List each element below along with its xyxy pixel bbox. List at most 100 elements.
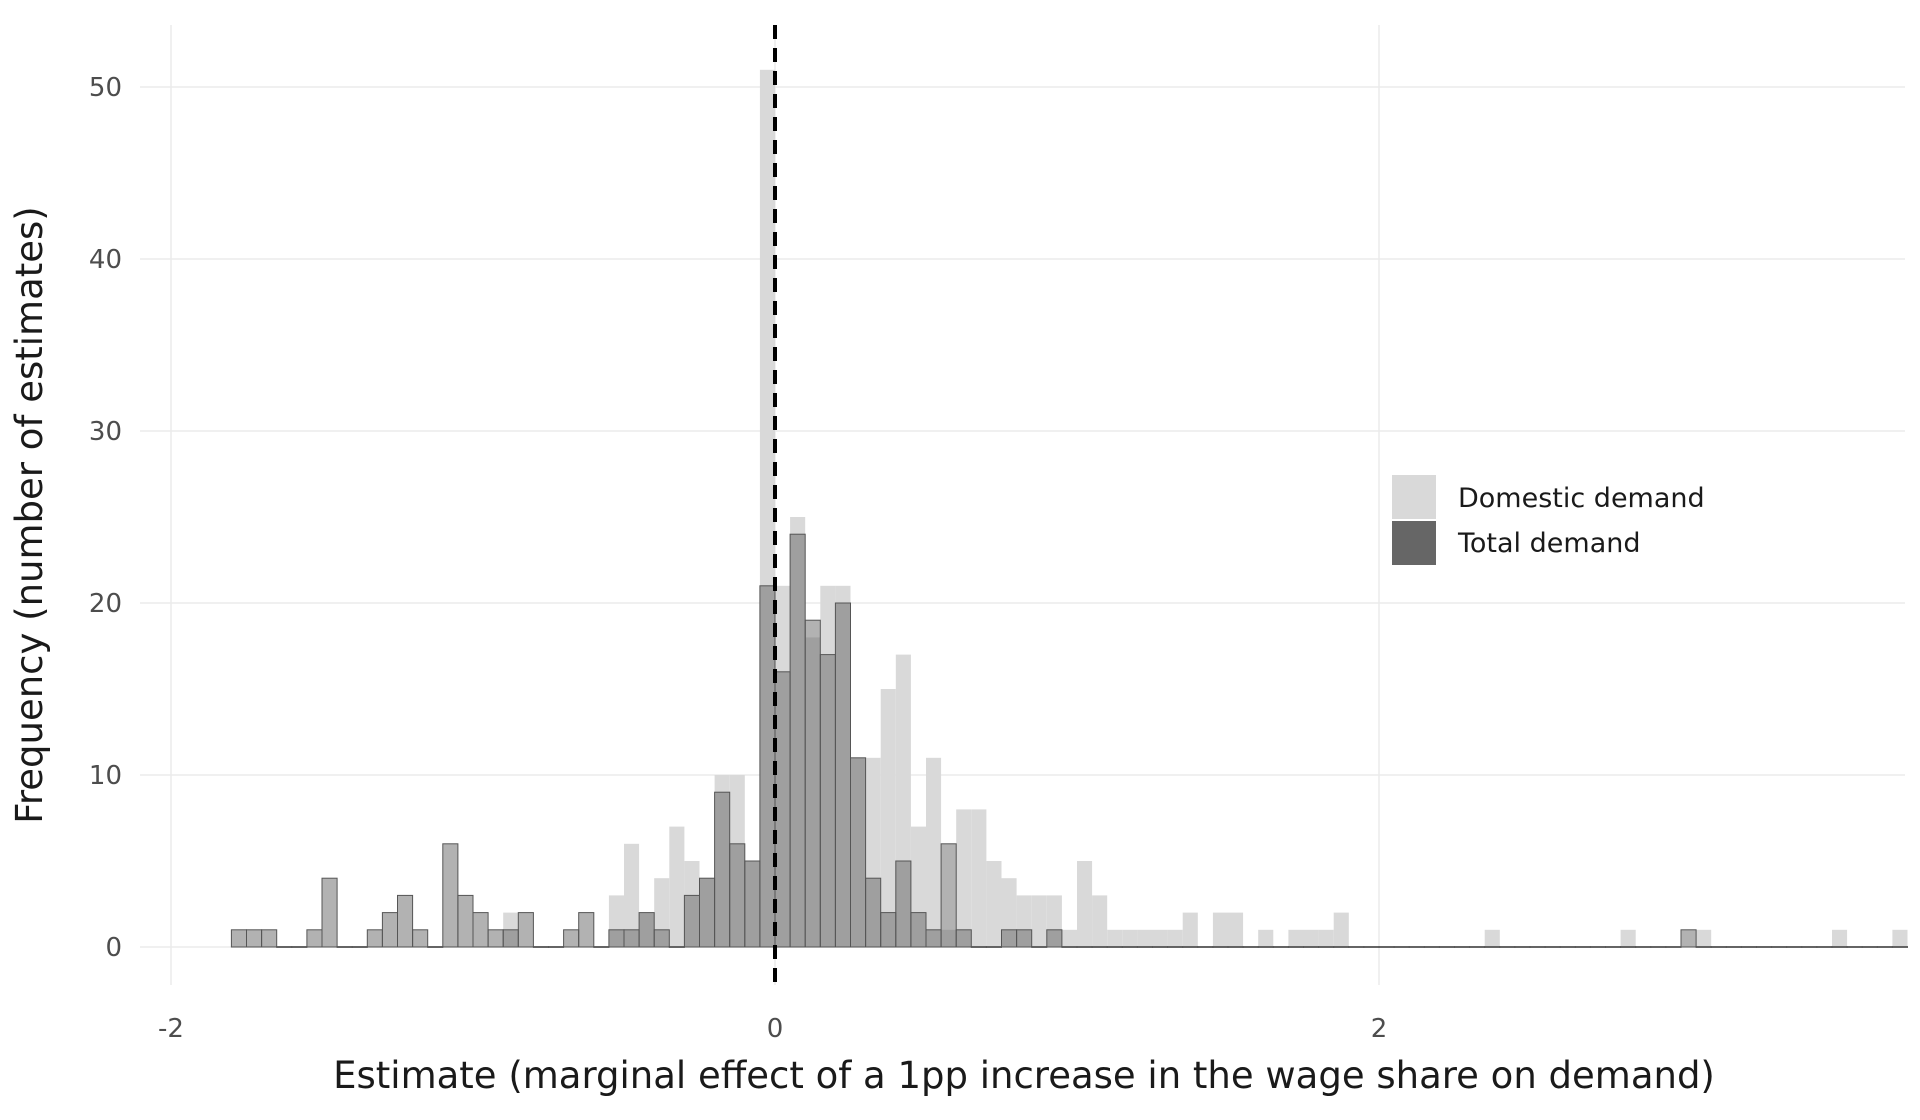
bar-total bbox=[744, 860, 761, 948]
bar-total bbox=[1001, 929, 1018, 948]
bar-domestic bbox=[1182, 912, 1198, 947]
bar-total bbox=[1106, 946, 1123, 948]
bar-total bbox=[1831, 946, 1848, 948]
x-tick-label: 2 bbox=[1371, 1014, 1388, 1044]
bar-domestic bbox=[956, 809, 972, 947]
bar-total bbox=[1771, 946, 1788, 948]
bar-total bbox=[306, 929, 323, 948]
bar-total bbox=[336, 946, 353, 948]
x-axis-title: Estimate (marginal effect of a 1pp incre… bbox=[333, 1054, 1715, 1097]
bar-total bbox=[517, 912, 534, 948]
bar-total bbox=[1650, 946, 1667, 948]
bar-total bbox=[850, 757, 867, 948]
bar-total bbox=[1680, 929, 1697, 948]
bar-total bbox=[472, 912, 489, 948]
bar-total bbox=[1378, 946, 1395, 948]
bar-domestic bbox=[1077, 861, 1093, 947]
bar-total bbox=[1816, 946, 1833, 948]
bar-total bbox=[1091, 946, 1108, 948]
bar-total bbox=[1287, 946, 1305, 948]
bar-total bbox=[623, 929, 640, 948]
bar-total bbox=[714, 791, 731, 948]
bar-total bbox=[1529, 946, 1546, 948]
bar-total bbox=[1031, 946, 1048, 948]
bar-domestic bbox=[1031, 895, 1047, 947]
bar-total bbox=[1197, 946, 1214, 948]
legend-label-domestic: Domestic demand bbox=[1458, 483, 1705, 514]
bar-total bbox=[366, 929, 383, 948]
bar-total bbox=[261, 929, 278, 948]
bar-total bbox=[1574, 946, 1591, 948]
bar-total bbox=[1061, 946, 1078, 948]
bar-total bbox=[1438, 946, 1456, 948]
bar-total bbox=[1167, 946, 1184, 948]
bar-domestic bbox=[624, 843, 640, 947]
y-tick-label: 50 bbox=[89, 73, 122, 103]
bar-total bbox=[1227, 946, 1244, 948]
bar-total bbox=[1514, 946, 1531, 948]
bar-total bbox=[351, 946, 368, 948]
bar-domestic bbox=[1620, 929, 1636, 947]
bar-total bbox=[1076, 946, 1093, 948]
bar-domestic bbox=[1212, 912, 1228, 947]
bar-total bbox=[699, 877, 716, 948]
bar-total bbox=[1454, 946, 1471, 948]
bar-total bbox=[683, 894, 701, 948]
bar-total bbox=[487, 929, 504, 948]
bar-total bbox=[1559, 946, 1576, 948]
x-axis-ticks: -2 0 2 bbox=[158, 1014, 1387, 1044]
bar-total bbox=[1318, 946, 1335, 948]
bar-total bbox=[532, 946, 550, 948]
bar-total bbox=[1725, 946, 1742, 948]
bar-total bbox=[1272, 946, 1289, 948]
bar-total bbox=[1408, 946, 1425, 948]
bar-total bbox=[1257, 946, 1274, 948]
bar-domestic bbox=[926, 757, 942, 947]
bar-domestic bbox=[1696, 929, 1712, 947]
bar-total bbox=[593, 946, 610, 948]
bar-total bbox=[1348, 946, 1365, 948]
bar-total bbox=[1393, 946, 1410, 948]
bar-domestic bbox=[1333, 912, 1349, 947]
y-tick-label: 20 bbox=[89, 589, 122, 619]
bar-total bbox=[548, 946, 565, 948]
bar-total bbox=[1121, 946, 1138, 948]
bar-total bbox=[1756, 946, 1773, 948]
bar-total bbox=[774, 671, 791, 948]
bar-domestic bbox=[1288, 929, 1304, 947]
bar-total bbox=[246, 929, 263, 948]
bar-domestic bbox=[1137, 929, 1153, 947]
bar-total bbox=[1469, 946, 1486, 948]
bar-total bbox=[321, 877, 338, 948]
bar-domestic bbox=[880, 689, 896, 947]
bar-total bbox=[291, 946, 308, 948]
bar-domestic bbox=[669, 826, 685, 947]
bar-total bbox=[1801, 946, 1818, 948]
bar-total bbox=[1182, 946, 1199, 948]
bar-total bbox=[1499, 946, 1516, 948]
bar-total bbox=[729, 843, 746, 948]
bar-domestic bbox=[1484, 929, 1500, 947]
bar-total bbox=[668, 946, 685, 948]
bar-total bbox=[1635, 946, 1652, 948]
bar-total bbox=[502, 929, 519, 948]
bar-domestic bbox=[1167, 929, 1183, 947]
bar-total bbox=[834, 602, 852, 948]
bar-domestic bbox=[1122, 929, 1138, 947]
bar-total bbox=[1710, 946, 1727, 948]
bar-total bbox=[1620, 946, 1637, 948]
bar-total bbox=[910, 912, 927, 948]
grid-lines bbox=[140, 25, 1905, 985]
bar-total bbox=[1589, 946, 1607, 948]
bar-total bbox=[1016, 929, 1033, 948]
y-tick-label: 40 bbox=[89, 245, 122, 275]
bar-total bbox=[1046, 929, 1063, 948]
bar-total bbox=[940, 843, 957, 948]
legend-label-total: Total demand bbox=[1457, 528, 1641, 559]
y-axis-ticks: 0 10 20 30 40 50 bbox=[89, 73, 122, 963]
bar-total bbox=[759, 585, 776, 948]
bar-total bbox=[819, 654, 836, 948]
y-tick-label: 10 bbox=[89, 761, 122, 791]
bar-domestic bbox=[1092, 895, 1108, 947]
